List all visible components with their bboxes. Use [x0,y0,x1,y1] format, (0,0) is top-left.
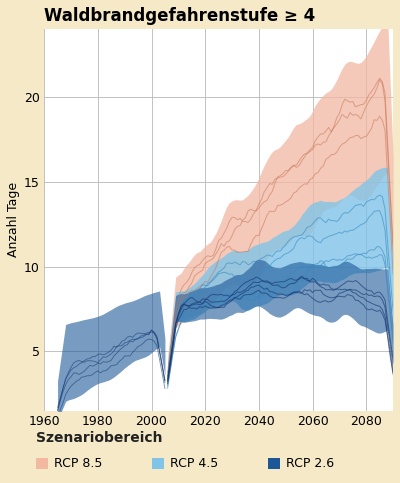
Text: RCP 4.5: RCP 4.5 [170,457,218,469]
Text: RCP 2.6: RCP 2.6 [286,457,334,469]
Text: Szenariobereich: Szenariobereich [36,431,162,445]
Y-axis label: Anzahl Tage: Anzahl Tage [7,183,20,257]
Text: Waldbrandgefahrenstufe ≥ 4: Waldbrandgefahrenstufe ≥ 4 [44,7,316,25]
Text: RCP 8.5: RCP 8.5 [54,457,102,469]
